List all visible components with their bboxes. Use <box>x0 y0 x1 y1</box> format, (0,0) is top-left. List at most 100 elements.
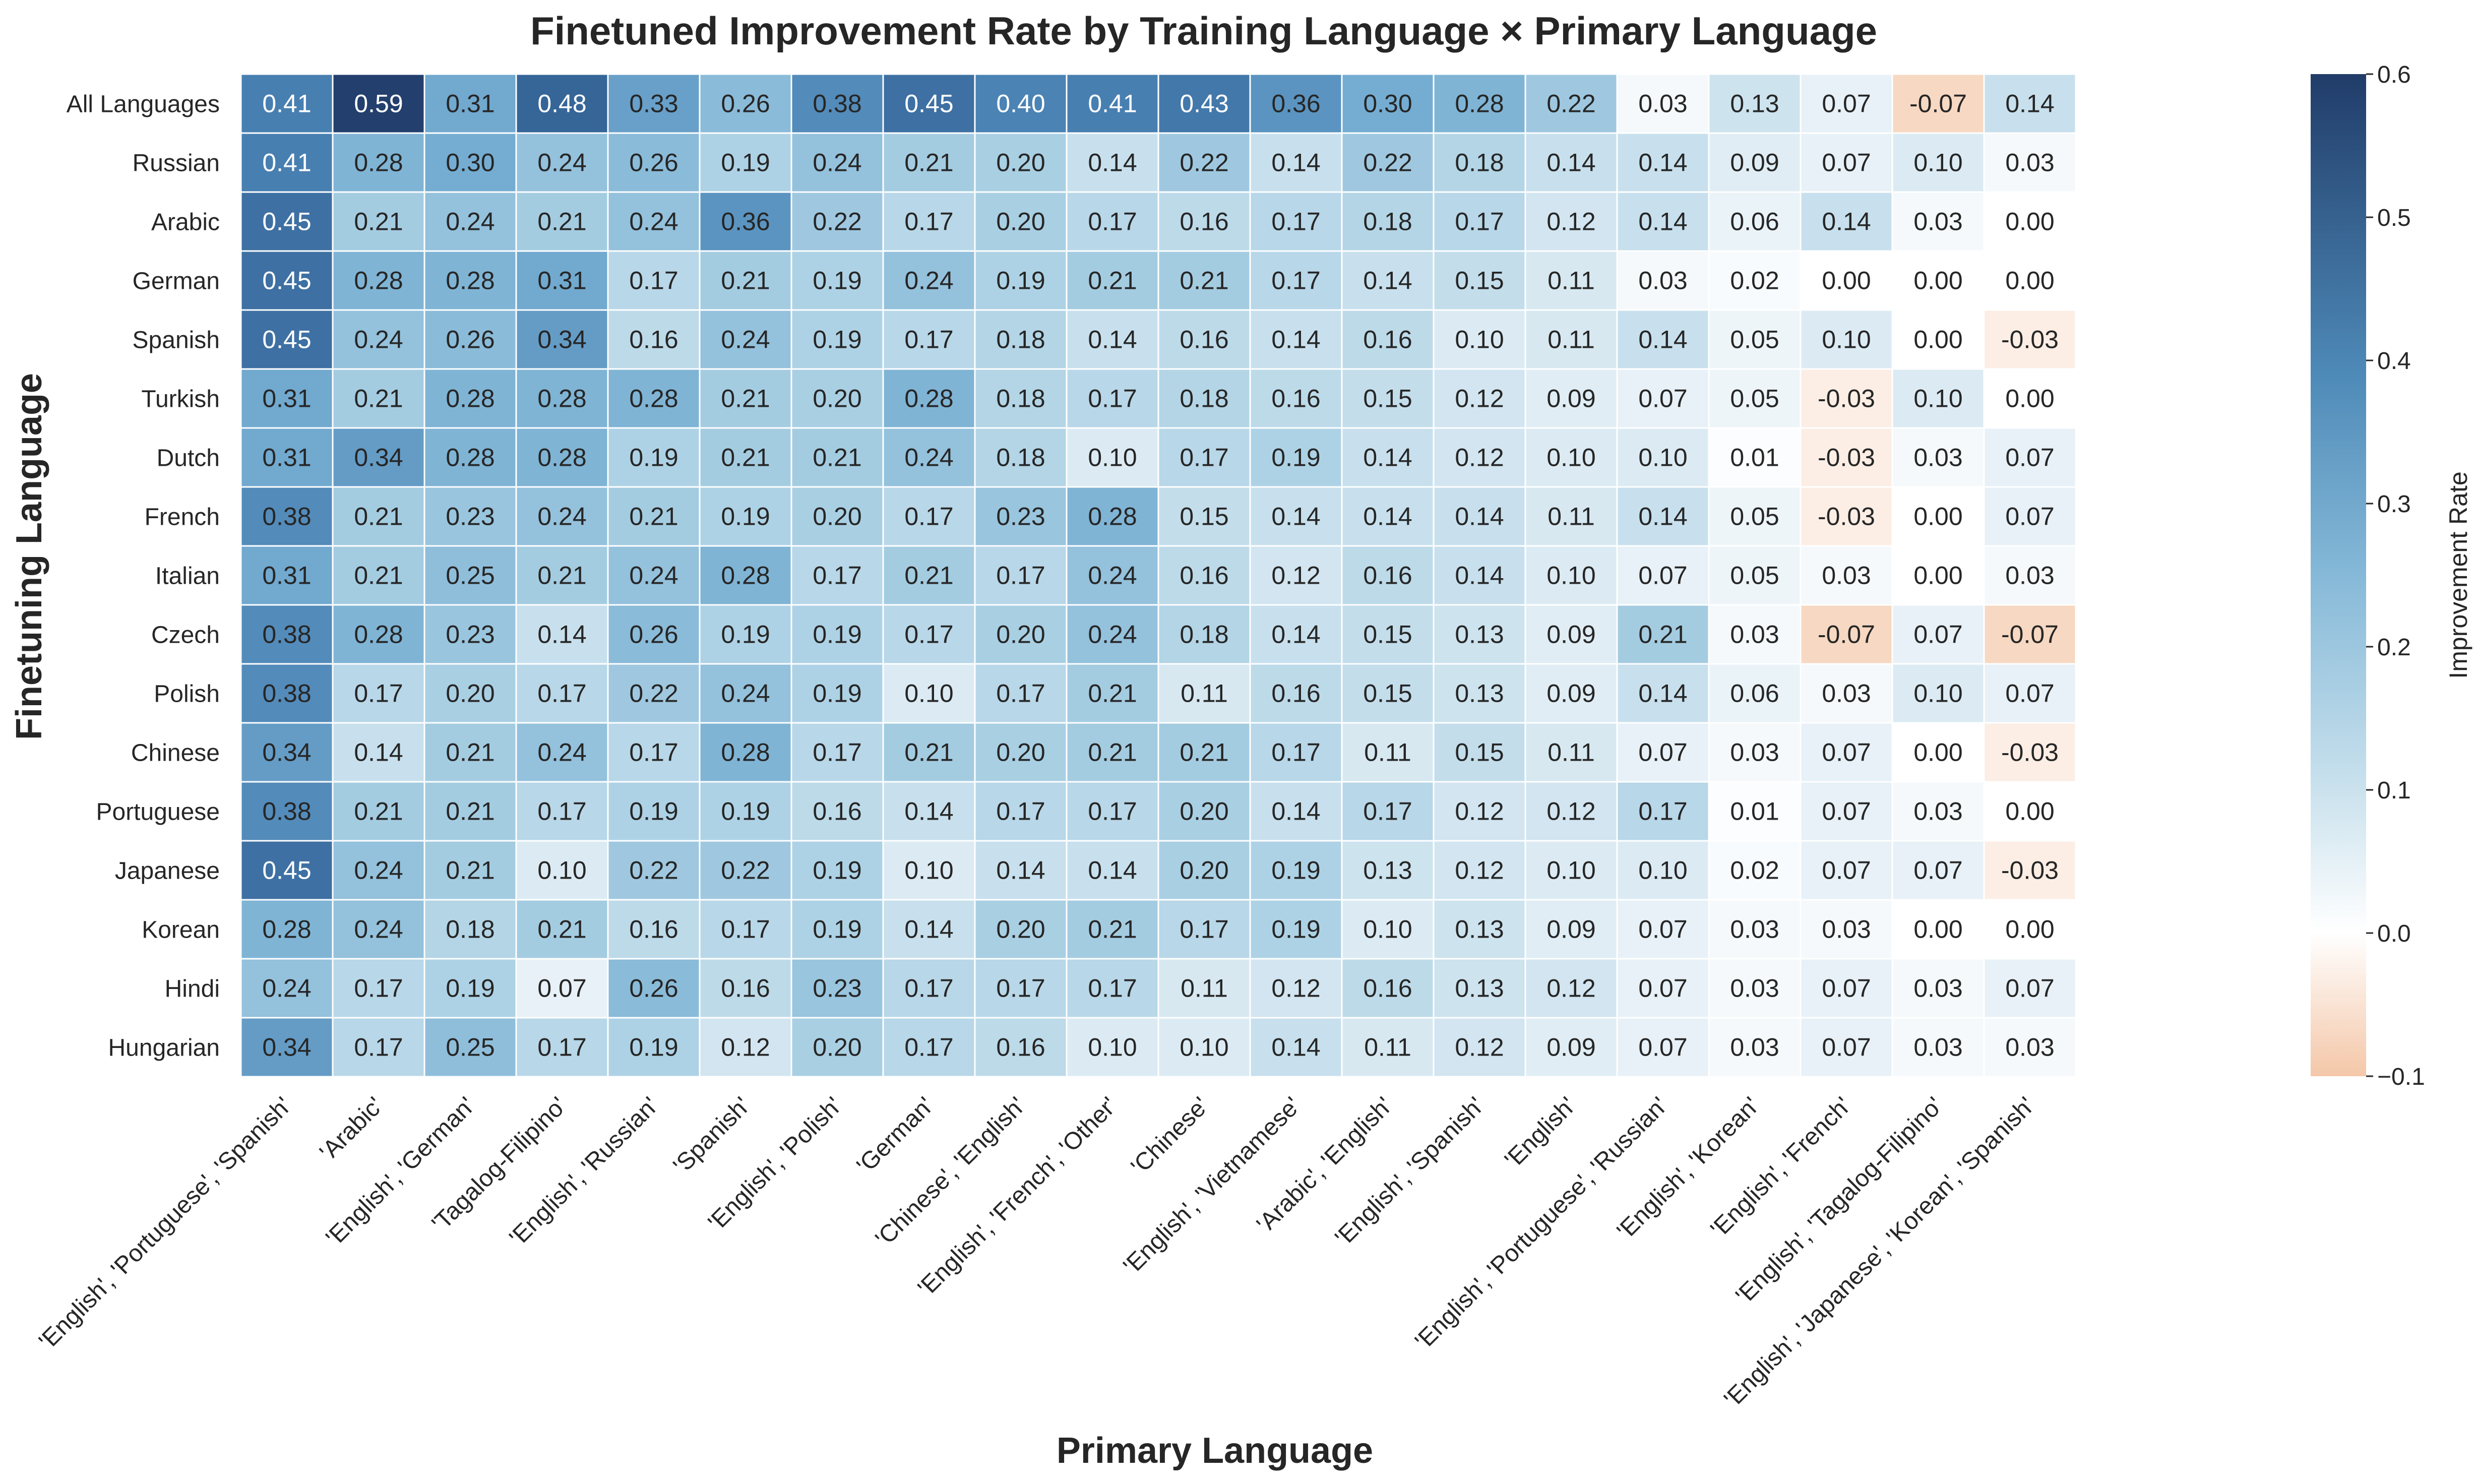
cell-value-label: 0.05 <box>1730 385 1779 413</box>
cell-value-label: 0.16 <box>629 915 678 944</box>
cell-value-label: 0.13 <box>1455 679 1504 708</box>
cell-value-label: 0.03 <box>2005 562 2054 590</box>
heatmap-cell <box>1066 191 1159 252</box>
cell-value-label: 0.03 <box>2005 149 2054 177</box>
cell-value-label: 0.14 <box>1638 208 1687 236</box>
cell-value-label: 0.24 <box>904 444 953 472</box>
y-tick-label: Turkish <box>141 386 220 413</box>
cell-value-label: 0.03 <box>1730 915 1779 944</box>
cell-value-label: 0.17 <box>996 679 1045 708</box>
heatmap-cell <box>1433 899 1526 960</box>
cell-value-label: 0.28 <box>262 915 311 944</box>
heatmap-cell <box>1708 722 1802 783</box>
cell-value-label: 0.07 <box>537 974 586 1003</box>
cell-value-label: 0.41 <box>262 90 311 118</box>
cell-value-label: 0.03 <box>1822 915 1871 944</box>
cell-value-label: 0.28 <box>354 621 403 649</box>
heatmap-cell <box>423 309 517 370</box>
cell-value-label: 0.14 <box>1638 326 1687 354</box>
colorbar-tick-label: 0.5 <box>2377 205 2411 231</box>
heatmap-cell <box>882 1017 976 1078</box>
heatmap-cell <box>332 958 425 1019</box>
cell-value-label: 0.24 <box>537 738 586 767</box>
heatmap-cell <box>607 368 701 429</box>
heatmap-cell <box>332 368 425 429</box>
cell-value-label: 0.20 <box>996 738 1045 767</box>
heatmap-cell <box>790 250 884 311</box>
cell-value-label: 0.10 <box>1088 1033 1137 1062</box>
cell-value-label: 0.17 <box>1271 738 1320 767</box>
heatmap-cell <box>423 191 517 252</box>
cell-value-label: 0.19 <box>813 326 861 354</box>
cell-value-label: 0.14 <box>1271 503 1320 531</box>
cell-value-label: 0.07 <box>2005 974 2054 1003</box>
cell-value-label: 0.07 <box>1913 856 1962 885</box>
heatmap-cell <box>974 781 1068 842</box>
cell-value-label: 0.10 <box>537 856 586 885</box>
cell-value-label: 0.10 <box>1546 562 1595 590</box>
cell-value-label: 0.14 <box>1638 503 1687 531</box>
cell-value-label: 0.00 <box>1913 267 1962 295</box>
x-tick-label: 'Arabic' <box>315 1092 389 1166</box>
colorbar-tick-label: 0.0 <box>2377 920 2411 947</box>
heatmap-cell <box>1983 545 2077 606</box>
heatmap-cell <box>1983 840 2077 901</box>
cell-value-label: 0.07 <box>1822 856 1871 885</box>
heatmap-cell <box>1524 191 1618 252</box>
cell-value-label: 0.03 <box>1730 621 1779 649</box>
heatmap-cell <box>240 722 334 783</box>
heatmap-cell <box>1616 545 1710 606</box>
heatmap-cell <box>974 486 1068 547</box>
cell-value-label: 0.24 <box>537 503 586 531</box>
heatmap-cell <box>1249 840 1343 901</box>
heatmap-cell <box>1524 309 1618 370</box>
heatmap-cell <box>882 191 976 252</box>
heatmap-cell <box>1891 722 1985 783</box>
cell-value-label: 0.22 <box>721 856 770 885</box>
cell-value-label: 0.12 <box>1455 1033 1504 1062</box>
heatmap-cell <box>1433 427 1526 488</box>
cell-value-label: 0.12 <box>1546 208 1595 236</box>
heatmap-cell <box>1249 958 1343 1019</box>
cell-value-label: 0.31 <box>537 267 586 295</box>
cell-value-label: 0.15 <box>1455 738 1504 767</box>
cell-value-label: 0.20 <box>813 503 861 531</box>
cell-value-label: 0.23 <box>996 503 1045 531</box>
cell-value-label: 0.23 <box>813 974 861 1003</box>
cell-value-label: 0.24 <box>904 267 953 295</box>
heatmap-cell <box>332 604 425 665</box>
cell-value-label: 0.22 <box>629 856 678 885</box>
heatmap-cell <box>240 73 334 134</box>
y-tick-label: Hindi <box>165 976 220 1003</box>
heatmap-cell <box>1249 722 1343 783</box>
heatmap-cell <box>790 486 884 547</box>
heatmap-cell <box>699 840 792 901</box>
heatmap-cell <box>699 722 792 783</box>
heatmap-cell <box>1524 250 1618 311</box>
cell-value-label: 0.14 <box>1455 503 1504 531</box>
cell-value-label: 0.12 <box>721 1033 770 1062</box>
heatmap-cell <box>882 545 976 606</box>
y-tick-label: Arabic <box>151 209 220 236</box>
heatmap-cell <box>240 840 334 901</box>
heatmap-cell <box>515 427 609 488</box>
heatmap-cell <box>699 250 792 311</box>
heatmap-cell <box>1891 427 1985 488</box>
cell-value-label: 0.03 <box>1730 1033 1779 1062</box>
cell-value-label: 0.17 <box>1271 267 1320 295</box>
heatmap-cell <box>1524 1017 1618 1078</box>
cell-value-label: 0.10 <box>1455 326 1504 354</box>
x-tick-label: 'German' <box>852 1092 939 1179</box>
heatmap-cell <box>1983 309 2077 370</box>
cell-value-label: 0.19 <box>996 267 1045 295</box>
cell-value-label: 0.24 <box>354 915 403 944</box>
heatmap-cell <box>1066 663 1159 724</box>
cell-value-label: 0.23 <box>446 503 494 531</box>
cell-value-label: 0.19 <box>1271 444 1320 472</box>
cell-value-label: 0.07 <box>1638 738 1687 767</box>
x-tick-label: 'English', 'Russian' <box>505 1092 664 1251</box>
cell-value-label: 0.17 <box>1638 797 1687 826</box>
cell-value-label: 0.09 <box>1546 679 1595 708</box>
cell-value-label: 0.16 <box>721 974 770 1003</box>
heatmap-cell <box>1983 486 2077 547</box>
